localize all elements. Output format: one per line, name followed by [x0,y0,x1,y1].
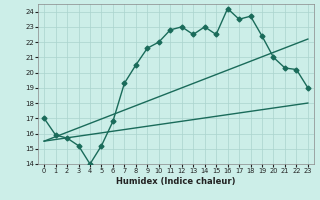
X-axis label: Humidex (Indice chaleur): Humidex (Indice chaleur) [116,177,236,186]
